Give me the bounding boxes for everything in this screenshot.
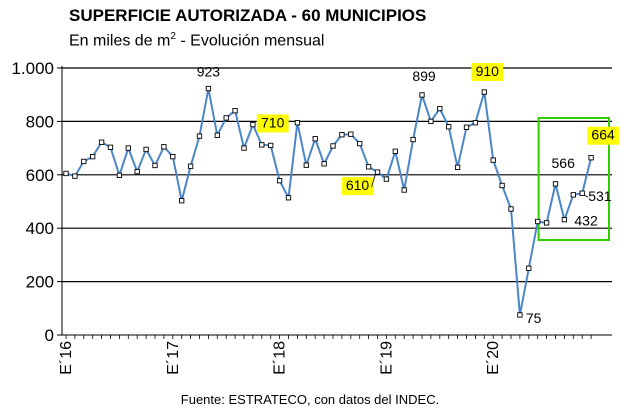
- data-point: [152, 162, 158, 169]
- data-point: [357, 140, 363, 147]
- data-point: [72, 173, 78, 179]
- data-point: [125, 145, 131, 151]
- y-tick-label: 400: [26, 219, 54, 238]
- x-tick-label: E´20: [485, 341, 502, 375]
- data-point: [259, 142, 265, 148]
- data-point: [98, 139, 105, 145]
- data-point: [214, 132, 220, 138]
- x-tick-label: E´16: [58, 341, 75, 375]
- data-point: [250, 121, 256, 128]
- data-point: [161, 144, 167, 150]
- data-point: [561, 217, 568, 223]
- y-tick-label: 800: [26, 112, 54, 131]
- data-point: [392, 148, 398, 154]
- data-point: [535, 218, 541, 225]
- data-label: 566: [552, 155, 576, 171]
- data-point: [294, 120, 301, 126]
- x-tick-label: E´17: [165, 341, 182, 375]
- x-tick-label: E´18: [272, 341, 289, 375]
- data-label: 910: [476, 63, 500, 79]
- data-point: [499, 182, 505, 189]
- data-point: [526, 265, 532, 271]
- subtitle-superscript: 2: [170, 31, 176, 42]
- subtitle-suffix: - Evolución mensual: [175, 32, 325, 50]
- data-label: 610: [346, 177, 370, 193]
- y-tick-label: 600: [26, 166, 54, 185]
- data-point: [428, 118, 434, 125]
- y-tick-label: 0: [45, 326, 54, 345]
- data-label: 75: [526, 310, 542, 326]
- data-point: [223, 115, 229, 121]
- data-point: [410, 136, 416, 143]
- data-point: [365, 164, 372, 170]
- data-point: [81, 158, 87, 165]
- data-point: [543, 220, 550, 226]
- data-point: [508, 206, 514, 212]
- data-point: [312, 136, 318, 142]
- data-point: [90, 153, 96, 160]
- data-point: [205, 85, 212, 92]
- data-point: [63, 170, 69, 177]
- data-point: [339, 132, 345, 138]
- x-tick-label: E´19: [378, 341, 395, 375]
- data-point: [588, 155, 594, 161]
- data-label: 899: [412, 68, 436, 84]
- data-point: [383, 176, 390, 182]
- data-point: [490, 157, 496, 163]
- data-point: [348, 131, 354, 137]
- data-point: [517, 312, 523, 318]
- data-point: [552, 181, 559, 187]
- data-point: [463, 124, 470, 130]
- data-point: [241, 145, 247, 151]
- data-point: [401, 187, 407, 193]
- data-point: [170, 153, 176, 160]
- data-label: 664: [591, 127, 615, 143]
- data-point: [321, 161, 327, 167]
- data-label: 923: [197, 64, 221, 80]
- data-point: [285, 195, 292, 201]
- data-point: [268, 142, 274, 149]
- data-point: [437, 105, 443, 112]
- data-point: [446, 124, 452, 130]
- data-point: [303, 162, 309, 168]
- chart-subtitle: En miles de m2 - Evolución mensual: [69, 31, 324, 50]
- subtitle-prefix: En miles de m: [69, 32, 171, 50]
- data-point: [107, 144, 114, 150]
- data-point: [481, 89, 487, 95]
- label-highlight: [341, 177, 374, 196]
- leader-line: [371, 174, 376, 188]
- highlight-box: [537, 117, 610, 241]
- line-chart: 0 200 400 600 800 1.000 E´16 E´17 E´18 E´19 E´20 92…: [11, 59, 619, 375]
- data-point: [570, 192, 576, 198]
- data-label: 432: [574, 213, 598, 229]
- data-point: [374, 169, 381, 175]
- data-point: [454, 164, 461, 170]
- data-point: [276, 178, 283, 184]
- data-point: [579, 190, 585, 196]
- data-point: [419, 92, 425, 98]
- label-highlight: [471, 63, 504, 82]
- data-point: [472, 120, 479, 126]
- y-tick-label: 1.000: [11, 59, 54, 78]
- chart-title: SUPERFICIE AUTORIZADA - 60 MUNICIPIOS: [69, 6, 427, 25]
- data-label: 710: [261, 114, 285, 130]
- data-point: [196, 133, 203, 139]
- y-tick-label: 200: [26, 273, 54, 292]
- data-point: [330, 143, 336, 149]
- label-highlight: [256, 114, 289, 133]
- data-point: [143, 146, 149, 153]
- source-note: Fuente: ESTRATECO, con datos del INDEC.: [180, 392, 440, 407]
- data-point: [232, 108, 238, 114]
- label-highlight: [587, 126, 619, 145]
- leader-line: [584, 194, 589, 198]
- data-label: 531: [588, 188, 612, 204]
- data-point: [116, 172, 123, 178]
- data-point: [179, 198, 185, 204]
- data-point: [187, 163, 194, 169]
- data-point: [134, 168, 140, 175]
